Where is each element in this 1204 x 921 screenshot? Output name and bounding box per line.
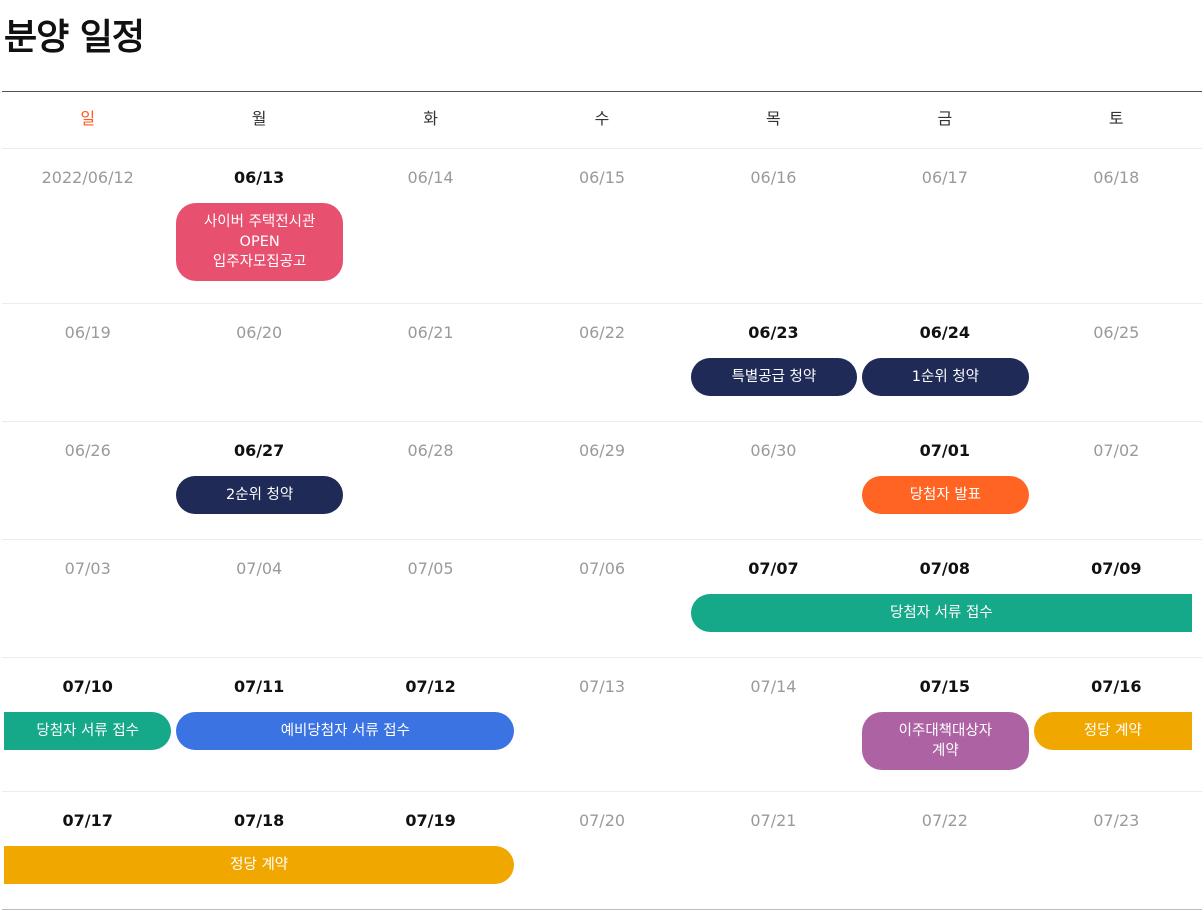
weekday-sat: 토 — [1108, 109, 1124, 128]
week-row: 06/26 06/27 06/28 06/29 06/30 07/01 07/02 2순위 청… — [2, 421, 1202, 540]
day-date: 07/03 — [64, 559, 111, 578]
day-date[interactable]: 07/07 — [748, 559, 799, 578]
day-date: 07/13 — [578, 677, 626, 696]
day-date[interactable]: 07/16 — [1091, 677, 1142, 696]
weekday-mon: 월 — [251, 109, 267, 128]
day-date: 07/23 — [1093, 811, 1140, 830]
day-date: 07/14 — [750, 677, 797, 696]
weekday-fri: 금 — [937, 109, 953, 128]
day-date: 06/29 — [578, 441, 626, 460]
schedule-event[interactable]: 당첨자 서류 접수 — [4, 712, 172, 750]
day-date[interactable]: 07/17 — [62, 811, 113, 830]
day-date: 07/02 — [1093, 441, 1140, 460]
schedule-event[interactable]: 이주대책대상자 계약 — [862, 712, 1029, 770]
day-date[interactable]: 07/15 — [919, 677, 971, 696]
day-date: 06/18 — [1093, 168, 1140, 187]
day-date[interactable]: 06/13 — [233, 168, 285, 187]
schedule-event[interactable]: 2순위 청약 — [176, 476, 343, 514]
day-date: 06/25 — [1093, 323, 1140, 342]
day-date: 07/20 — [578, 811, 626, 830]
weekday-tue: 화 — [423, 109, 438, 128]
schedule-event[interactable]: 당첨자 서류 접수 — [690, 594, 1192, 632]
day-date[interactable]: 07/19 — [405, 811, 456, 830]
day-date: 06/20 — [236, 323, 283, 342]
day-date: 06/30 — [750, 441, 797, 460]
week-row: 07/10 07/11 07/12 07/13 07/14 07/15 07/16 당첨자 서… — [2, 657, 1202, 792]
schedule-event[interactable]: 1순위 청약 — [862, 358, 1029, 396]
day-date: 06/21 — [407, 323, 454, 342]
day-date: 07/22 — [921, 811, 968, 830]
schedule-event[interactable]: 정당 계약 — [1033, 712, 1192, 750]
day-date: 06/16 — [750, 168, 797, 187]
day-date[interactable]: 07/09 — [1091, 559, 1142, 578]
day-date[interactable]: 07/12 — [405, 677, 456, 696]
day-date[interactable]: 06/24 — [919, 323, 971, 342]
schedule-event[interactable]: 사이버 주택전시관 OPEN 입주자모집공고 — [176, 203, 343, 281]
day-date: 06/22 — [578, 323, 626, 342]
day-date[interactable]: 07/11 — [233, 677, 285, 696]
day-date: 07/06 — [578, 559, 626, 578]
day-date: 07/04 — [236, 559, 283, 578]
day-date: 2022/06/12 — [41, 168, 134, 187]
day-date: 07/21 — [750, 811, 797, 830]
day-date[interactable]: 07/08 — [919, 559, 971, 578]
header-divider — [2, 91, 1202, 92]
weekday-wed: 수 — [594, 109, 610, 128]
week-row: 07/17 07/18 07/19 07/20 07/21 07/22 07/23 정당 계약 — [2, 791, 1202, 910]
schedule-event[interactable]: 예비당첨자 서류 접수 — [176, 712, 515, 750]
schedule-event[interactable]: 당첨자 발표 — [862, 476, 1029, 514]
day-date[interactable]: 06/23 — [748, 323, 799, 342]
day-date: 06/28 — [407, 441, 454, 460]
day-date: 06/15 — [578, 168, 626, 187]
day-date: 06/19 — [64, 323, 111, 342]
day-date: 06/26 — [64, 441, 111, 460]
day-date[interactable]: 06/27 — [233, 441, 285, 460]
day-date: 07/05 — [407, 559, 454, 578]
day-date[interactable]: 07/01 — [919, 441, 971, 460]
day-date: 06/17 — [921, 168, 968, 187]
week-row: 07/03 07/04 07/05 07/06 07/07 07/08 07/09 당첨자 서… — [2, 539, 1202, 658]
weekday-thu: 목 — [766, 109, 781, 128]
weekday-sun: 일 — [80, 109, 96, 128]
schedule-event[interactable]: 특별공급 청약 — [690, 358, 858, 396]
day-date[interactable]: 07/18 — [233, 811, 285, 830]
page-title: 분양 일정 — [4, 17, 145, 58]
schedule-event[interactable]: 정당 계약 — [4, 846, 515, 884]
day-date[interactable]: 07/10 — [62, 677, 113, 696]
week-row: 2022/06/12 06/13 06/14 06/15 06/16 06/17 06/18… — [2, 148, 1202, 304]
day-date: 06/14 — [407, 168, 454, 187]
week-row: 06/19 06/20 06/21 06/22 06/23 06/24 06/25 특별공급 … — [2, 303, 1202, 422]
